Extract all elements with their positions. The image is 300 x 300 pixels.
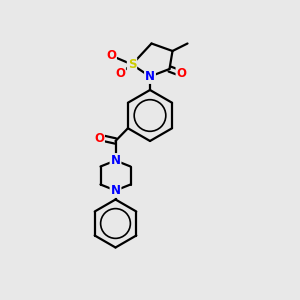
Text: N: N xyxy=(110,154,121,167)
Text: N: N xyxy=(145,70,155,83)
Text: N: N xyxy=(110,184,121,197)
Text: O: O xyxy=(176,67,187,80)
Text: O: O xyxy=(94,131,104,145)
Text: O: O xyxy=(115,67,125,80)
Text: S: S xyxy=(128,58,136,71)
Text: O: O xyxy=(106,49,116,62)
